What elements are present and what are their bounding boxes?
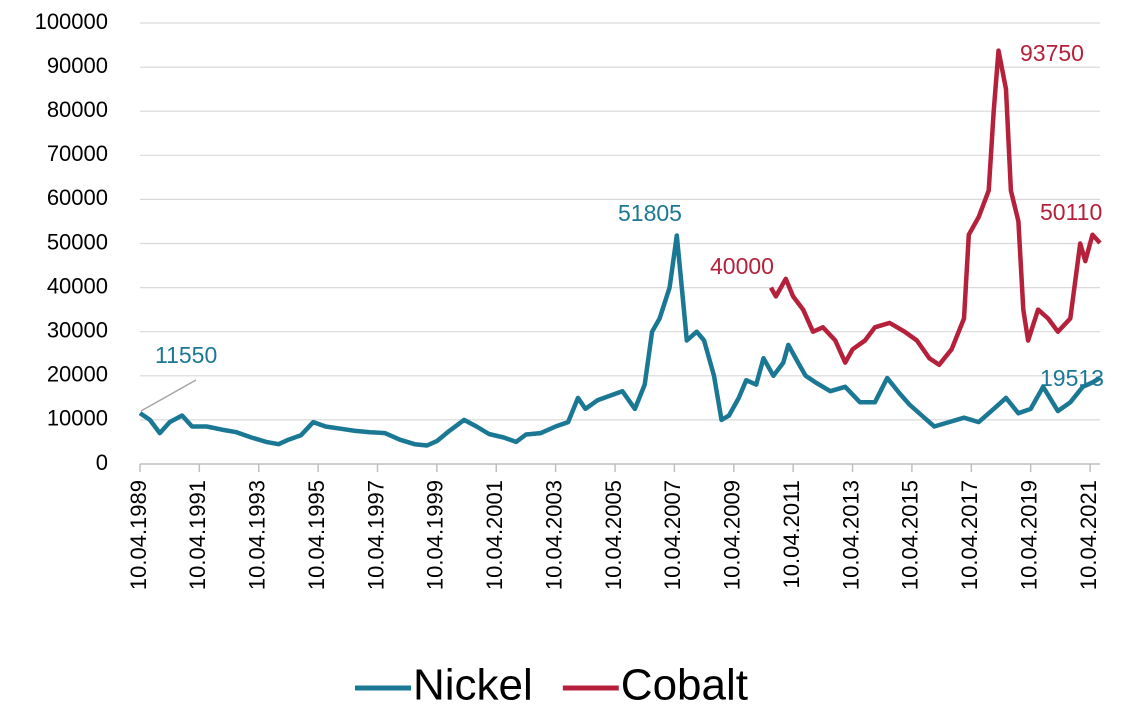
x-tick-label: 10.04.2003 bbox=[541, 480, 566, 590]
y-tick-label: 60000 bbox=[47, 185, 108, 210]
y-tick-label: 20000 bbox=[47, 362, 108, 387]
annotation: 40000 bbox=[710, 253, 774, 279]
x-tick-label: 10.04.2019 bbox=[1016, 480, 1041, 590]
x-tick-label: 10.04.2009 bbox=[720, 480, 745, 590]
x-tick-label: 10.04.2021 bbox=[1076, 480, 1101, 590]
x-tick-label: 10.04.2011 bbox=[779, 480, 804, 588]
x-tick-label: 10.04.1993 bbox=[245, 480, 270, 590]
x-tick-label: 10.04.2017 bbox=[957, 480, 982, 590]
x-tick-label: 10.04.2005 bbox=[601, 480, 626, 590]
x-tick-label: 10.04.1997 bbox=[363, 480, 388, 590]
annotation: 51805 bbox=[618, 200, 682, 226]
annotation: 19513 bbox=[1040, 365, 1104, 391]
annotation: 50110 bbox=[1040, 199, 1102, 225]
x-tick-label: 10.04.1999 bbox=[423, 480, 448, 590]
legend-label: Nickel bbox=[413, 661, 533, 705]
y-tick-label: 80000 bbox=[47, 97, 108, 122]
x-tick-label: 10.04.2001 bbox=[482, 480, 507, 590]
x-tick-label: 10.04.1991 bbox=[185, 480, 210, 590]
y-tick-label: 10000 bbox=[47, 406, 108, 431]
y-tick-label: 40000 bbox=[47, 273, 108, 298]
y-tick-label: 70000 bbox=[47, 141, 108, 166]
series-line bbox=[138, 233, 1102, 448]
annotation: 93750 bbox=[1020, 40, 1084, 66]
y-tick-label: 90000 bbox=[47, 53, 108, 78]
y-tick-label: 0 bbox=[96, 450, 108, 475]
x-tick-label: 10.04.2007 bbox=[660, 480, 685, 590]
y-tick-label: 50000 bbox=[47, 229, 108, 254]
series-line bbox=[768, 48, 1102, 368]
x-tick-label: 10.04.1995 bbox=[304, 480, 329, 590]
x-tick-label: 10.04.2013 bbox=[838, 480, 863, 590]
legend-label: Cobalt bbox=[621, 661, 748, 705]
y-tick-label: 30000 bbox=[47, 318, 108, 343]
x-tick-label: 10.04.2015 bbox=[898, 480, 923, 590]
y-tick-label: 100000 bbox=[35, 9, 108, 34]
x-tick-label: 10.04.1989 bbox=[126, 480, 151, 590]
annotation: 11550 bbox=[155, 342, 217, 368]
leader-line bbox=[140, 379, 197, 412]
